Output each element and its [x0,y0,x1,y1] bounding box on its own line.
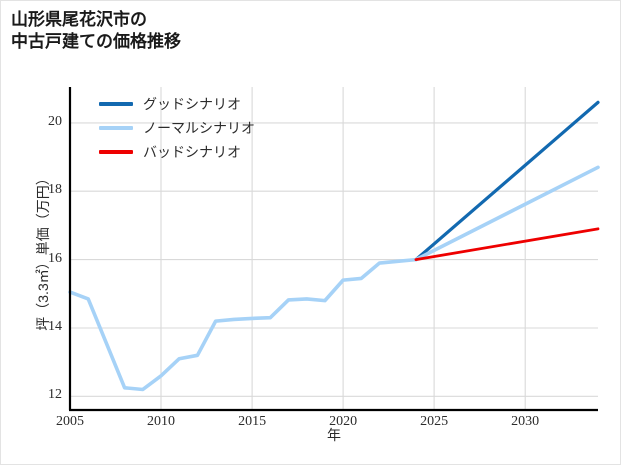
legend-color-swatch [99,126,133,130]
x-axis-label: 年 [327,427,341,443]
legend-item-label: ノーマルシナリオ [143,122,255,137]
legend-item-label: グッドシナリオ [143,98,241,113]
legend-item[interactable]: ノーマルシナリオ [99,116,289,140]
y-tick-label: 16 [48,250,62,266]
y-tick-label: 12 [48,387,62,403]
legend-color-swatch [99,102,133,106]
x-tick-label: 2020 [329,414,358,429]
x-tick-label: 2010 [147,414,176,429]
legend-color-swatch [99,150,133,154]
x-tick-label: 2005 [56,414,84,429]
x-tick-label: 2015 [238,414,267,429]
series-line [68,165,600,392]
chart-legend: グッドシナリオ ノーマルシナリオ バッドシナリオ [99,92,289,164]
legend-item[interactable]: バッドシナリオ [99,140,289,164]
legend-item-label: バッドシナリオ [143,146,241,161]
y-axis-label: 坪（3.3㎡）単価（万円） [35,171,51,331]
x-tick-label: 2025 [420,414,449,429]
x-tick-label: 2030 [511,414,540,429]
y-tick-label: 14 [48,318,62,334]
chart-title: 山形県尾花沢市の 中古戸建ての価格推移 [11,10,181,52]
series-line [414,100,600,262]
legend-item[interactable]: グッドシナリオ [99,92,289,116]
series-line [414,227,600,262]
series-lines [68,100,600,392]
y-tick-label: 20 [48,113,62,129]
y-tick-label: 18 [48,182,62,198]
axis-spines [68,87,598,412]
